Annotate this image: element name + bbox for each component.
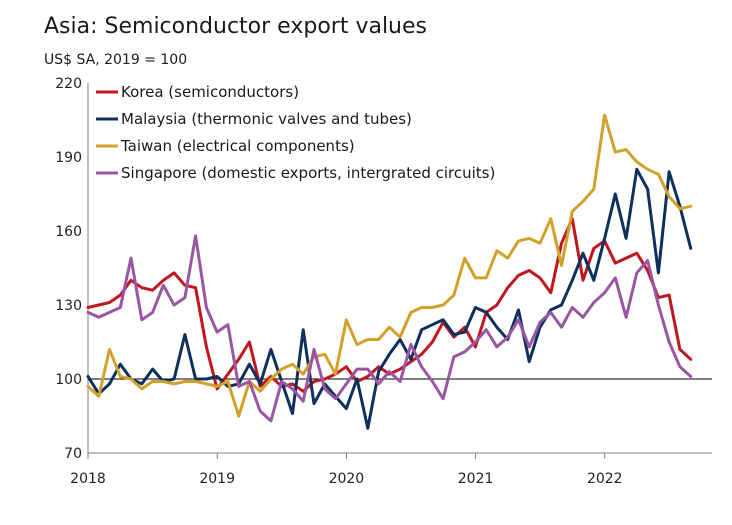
series-lines [86, 113, 693, 430]
series-line-2 [86, 113, 693, 418]
series-line-1 [86, 167, 693, 430]
x-tick-label: 2019 [199, 471, 235, 487]
chart-subtitle: US$ SA, 2019 = 100 [44, 52, 188, 68]
series-line-3 [86, 234, 693, 423]
x-tick-label: 2018 [70, 471, 106, 487]
series-line-0 [86, 217, 693, 393]
legend-label-3: Singapore (domestic exports, intergrated… [121, 164, 495, 182]
y-tick-label: 160 [55, 224, 82, 240]
x-tick-label: 2021 [458, 471, 494, 487]
x-tick-label: 2022 [587, 471, 623, 487]
legend-label-0: Korea (semiconductors) [121, 83, 299, 101]
legend-label-1: Malaysia (thermonic valves and tubes) [121, 110, 412, 128]
y-tick-label: 220 [55, 76, 82, 92]
legend-label-2: Taiwan (electrical components) [120, 137, 355, 155]
y-axis: 70 100 130 160 190 220 [55, 76, 712, 462]
legend: Korea (semiconductors) Malaysia (thermoni… [96, 83, 495, 182]
y-tick-label: 100 [55, 372, 82, 388]
x-axis: 2018 2019 2020 2021 2022 [70, 452, 712, 487]
y-tick-label: 70 [64, 446, 82, 462]
chart-title: Asia: Semiconductor export values [44, 14, 427, 39]
y-tick-label: 190 [55, 150, 82, 166]
x-tick-label: 2020 [329, 471, 365, 487]
y-tick-label: 130 [55, 298, 82, 314]
